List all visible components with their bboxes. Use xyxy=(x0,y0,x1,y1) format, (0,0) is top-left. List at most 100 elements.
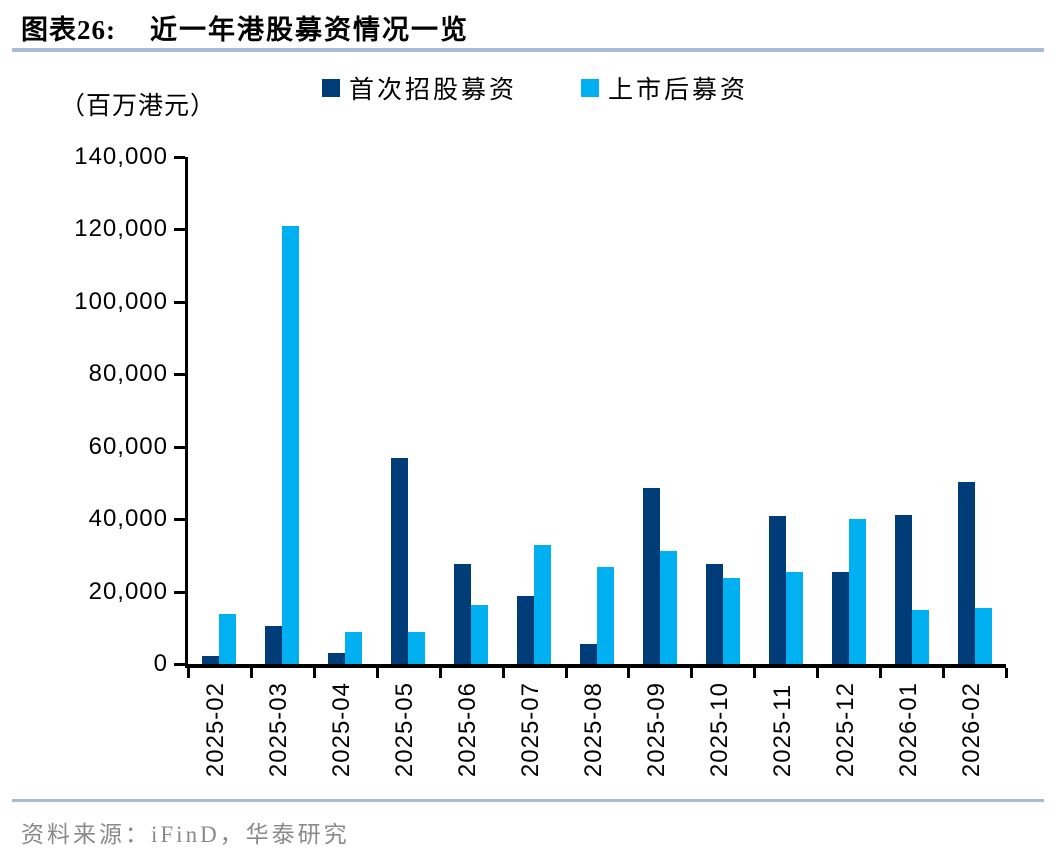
legend-swatch-icon xyxy=(322,79,340,97)
bar-series-container xyxy=(188,157,1006,664)
y-tick-mark xyxy=(174,228,185,232)
bar-post-listing xyxy=(471,604,489,664)
bar-post-listing xyxy=(911,610,929,664)
y-axis-tick-labels: 0 20,000 40,000 60,000 80,000 100,000 120,000 1… xyxy=(0,143,168,677)
y-tick-mark xyxy=(174,518,185,522)
bar-ipo xyxy=(202,655,220,664)
bar-post-listing xyxy=(848,518,866,664)
x-tick-label: 2025-07 xyxy=(517,682,545,778)
legend-item-1: 上市后募资 xyxy=(581,70,748,106)
bar-group xyxy=(440,157,503,664)
bar-post-listing xyxy=(219,614,237,664)
page-title: 近一年港股募资情况一览 xyxy=(150,15,469,45)
x-tick-label-cell: 2025-03 xyxy=(248,682,311,777)
bar-group xyxy=(566,157,629,664)
legend-item-0: 首次招股募资 xyxy=(322,70,517,106)
bar-ipo xyxy=(328,652,346,664)
bar-group xyxy=(817,157,880,664)
bar-ipo xyxy=(642,488,660,664)
bar-post-listing xyxy=(345,632,363,664)
figure-number-label: 图表26: xyxy=(21,15,116,45)
x-tick-label-cell: 2026-01 xyxy=(877,682,940,777)
legend-label: 上市后募资 xyxy=(608,77,749,104)
bar-post-listing xyxy=(974,608,992,664)
y-tick-label: 20,000 xyxy=(88,577,168,605)
x-tick-label: 2025-11 xyxy=(768,683,796,778)
x-tick-label-cell: 2025-08 xyxy=(563,682,626,777)
bar-ipo xyxy=(957,482,975,664)
y-tick-label: 80,000 xyxy=(88,360,168,388)
bar-post-listing xyxy=(282,226,300,664)
y-tick-label: 0 xyxy=(153,650,168,677)
plot-area xyxy=(174,156,1008,678)
bar-post-listing xyxy=(596,566,614,664)
chart-legend: 首次招股募资 上市后募资 xyxy=(322,70,748,106)
x-tick-mark xyxy=(375,668,379,678)
y-tick-label: 40,000 xyxy=(88,505,168,533)
x-tick-label: 2025-04 xyxy=(328,682,356,778)
bar-group xyxy=(880,157,943,664)
x-tick-mark xyxy=(1005,668,1008,678)
x-tick-mark xyxy=(816,668,820,678)
x-tick-mark xyxy=(690,668,694,678)
x-tick-mark xyxy=(627,668,631,678)
x-tick-label: 2025-05 xyxy=(391,682,419,778)
bar-group xyxy=(691,157,754,664)
x-tick-label-cell: 2025-04 xyxy=(311,682,374,777)
bar-group xyxy=(251,157,314,664)
bar-ipo xyxy=(454,563,472,664)
y-tick-label: 140,000 xyxy=(74,143,168,170)
x-tick-label-cell: 2026-02 xyxy=(940,682,1003,777)
bar-post-listing xyxy=(659,551,677,664)
x-tick-label-cell: 2025-10 xyxy=(688,682,751,777)
x-axis-tick-labels: 2025-02 2025-03 2025-04 2025-05 2025-06 2025-… xyxy=(185,682,1003,777)
x-tick-label-cell: 2025-05 xyxy=(374,682,437,777)
bar-ipo xyxy=(579,644,597,664)
source-note: 资料来源：iFinD，华泰研究 xyxy=(21,822,350,847)
bar-group xyxy=(188,157,251,664)
bar-group xyxy=(377,157,440,664)
x-tick-label-cell: 2025-02 xyxy=(185,682,248,777)
bar-post-listing xyxy=(534,544,552,664)
x-tick-label: 2025-08 xyxy=(579,682,607,778)
bar-group xyxy=(628,157,691,664)
x-tick-label: 2025-06 xyxy=(454,682,482,778)
footer-divider xyxy=(12,799,1044,802)
y-tick-mark xyxy=(174,663,185,666)
y-tick-label: 60,000 xyxy=(88,432,168,460)
x-tick-label-cell: 2025-12 xyxy=(814,682,877,777)
x-tick-mark xyxy=(312,668,316,678)
bar-ipo xyxy=(894,515,912,664)
x-tick-mark xyxy=(879,668,883,678)
title-divider xyxy=(12,48,1044,52)
bar-ipo xyxy=(831,572,849,664)
chart-header: 图表26: 近一年港股募资情况一览 xyxy=(21,8,469,47)
bar-ipo xyxy=(517,596,535,664)
legend-swatch-icon xyxy=(581,79,600,97)
bar-post-listing xyxy=(785,572,803,664)
legend-label: 首次招股募资 xyxy=(349,77,518,104)
x-tick-mark xyxy=(438,668,442,678)
x-tick-label: 2025-09 xyxy=(642,682,670,778)
y-tick-label: 100,000 xyxy=(74,287,168,315)
x-tick-mark xyxy=(942,668,946,678)
x-tick-label-cell: 2025-09 xyxy=(625,682,688,777)
bar-group xyxy=(314,157,377,664)
bar-post-listing xyxy=(408,632,426,664)
x-tick-label-cell: 2025-11 xyxy=(751,682,814,777)
y-tick-mark xyxy=(174,156,185,159)
x-tick-label-cell: 2025-06 xyxy=(437,682,500,777)
x-tick-label-cell: 2025-07 xyxy=(500,682,563,777)
y-tick-label: 120,000 xyxy=(74,215,168,243)
x-tick-mark xyxy=(249,668,253,678)
bar-ipo xyxy=(705,563,723,664)
y-tick-mark xyxy=(174,445,185,449)
x-tick-mark xyxy=(187,668,190,678)
x-tick-label: 2026-02 xyxy=(957,682,985,778)
x-tick-mark xyxy=(753,668,757,678)
y-tick-mark xyxy=(174,300,185,304)
x-tick-label: 2025-03 xyxy=(265,682,293,778)
x-tick-label: 2026-01 xyxy=(894,682,922,778)
x-tick-mark xyxy=(564,668,568,678)
x-tick-label: 2025-10 xyxy=(705,682,733,778)
